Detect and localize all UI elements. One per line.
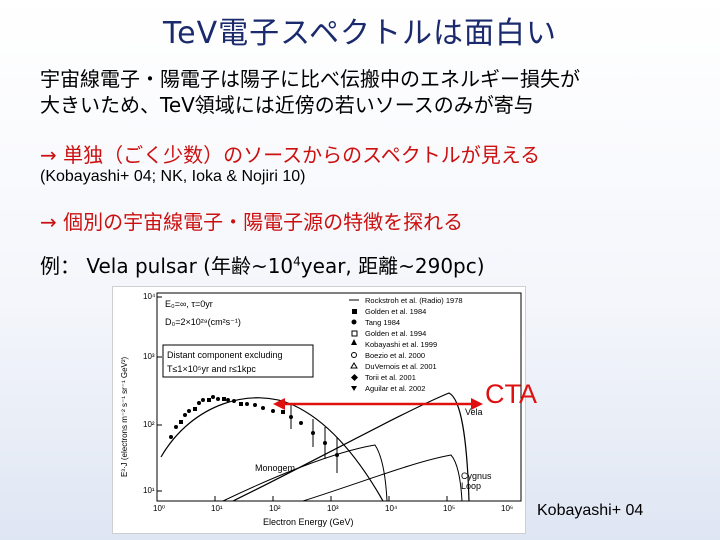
cta-label: CTA <box>485 379 537 409</box>
plot-frame <box>156 292 522 502</box>
example-suffix: year, 距離~290pc) <box>300 254 485 278</box>
annotation-line-2: T≤1×10⁵yr and r≤1kpc <box>167 364 256 374</box>
y-axis-label: E³·J (electrons m⁻² s⁻¹ sr⁻¹ GeV²) <box>120 356 129 477</box>
x-tick-label: 10⁶ <box>501 504 513 513</box>
bullet-individual-sources: → 個別の宇宙線電子・陽電子源の特徴を探れる <box>40 210 464 234</box>
legend-entry: Golden et al. 1994 <box>365 329 426 338</box>
legend-entry: Rockstroh et al. (Radio) 1978 <box>365 296 463 305</box>
legend-entry: Aguilar et al. 2002 <box>365 384 425 393</box>
legend-entry: Boezio et al. 2000 <box>365 351 425 360</box>
cygnus-label-1: Cygnus <box>461 471 492 481</box>
y-tick-label: 10⁴ <box>143 292 156 301</box>
legend-entry: Tang 1984 <box>365 318 400 327</box>
legend-markers <box>349 299 359 391</box>
params-line-2: D₀=2×10²⁹(cm²s⁻¹) <box>165 317 241 327</box>
x-tick-label: 10² <box>269 504 281 513</box>
x-axis-label: Electron Energy (GeV) <box>263 517 354 527</box>
legend: Rockstroh et al. (Radio) 1978 Golden et … <box>365 296 463 393</box>
example-prefix: 例： Vela pulsar (年齢~10 <box>40 254 294 278</box>
example-exponent: 4 <box>293 254 301 269</box>
figure-caption: Kobayashi+ 04 <box>537 502 644 519</box>
x-tick-label: 10⁰ <box>153 504 165 513</box>
legend-entry: Golden et al. 1984 <box>365 307 426 316</box>
body-line-2: 大きいため、TeV領域には近傍の若いソースのみが寄与 <box>40 93 534 117</box>
vela-label: Vela <box>465 407 483 417</box>
monogem-label: Monogem <box>255 463 295 473</box>
annotation-box <box>162 344 314 378</box>
bullet-single-source: → 単独（ごく少数）のソースからのスペクトルが見える <box>40 143 541 167</box>
electron-spectrum-figure: 10⁴ 10³ 10² 10¹ 10⁰ 10¹ 10² 10³ 10⁴ 10⁵ … <box>112 286 526 534</box>
y-tick-label: 10² <box>143 420 155 429</box>
cygnus-loop-curve <box>302 454 463 502</box>
example-vela-pulsar: 例： Vela pulsar (年齢~104year, 距離~290pc) <box>40 250 485 279</box>
data-points <box>169 395 339 473</box>
cta-range-arrow <box>273 398 483 410</box>
y-tick-label: 10¹ <box>143 486 155 495</box>
x-tick-label: 10⁴ <box>385 504 398 513</box>
legend-entry: Kobayashi et al. 1999 <box>365 340 437 349</box>
y-tick-label: 10³ <box>143 352 155 361</box>
params-line-1: E₀=∞, τ=0yr <box>165 299 213 309</box>
annotation-line-1: Distant component excluding <box>167 350 283 360</box>
x-tick-label: 10³ <box>327 504 339 513</box>
spectrum-plot: 10⁴ 10³ 10² 10¹ 10⁰ 10¹ 10² 10³ 10⁴ 10⁵ … <box>120 292 522 527</box>
cygnus-label-2: Loop <box>461 481 481 491</box>
body-line-1: 宇宙線電子・陽電子は陽子に比べ伝搬中のエネルギー損失が <box>40 67 580 91</box>
reference-citation: (Kobayashi+ 04; NK, Ioka & Nojiri 10) <box>40 168 306 185</box>
monogem-curve <box>222 444 388 502</box>
legend-entry: DuVernois et al. 2001 <box>365 362 437 371</box>
x-tick-label: 10⁵ <box>443 504 455 513</box>
slide-title: TeV電子スペクトルは面白い <box>162 16 558 51</box>
legend-entry: Torii et al. 2001 <box>365 373 416 382</box>
x-tick-label: 10¹ <box>211 504 223 513</box>
